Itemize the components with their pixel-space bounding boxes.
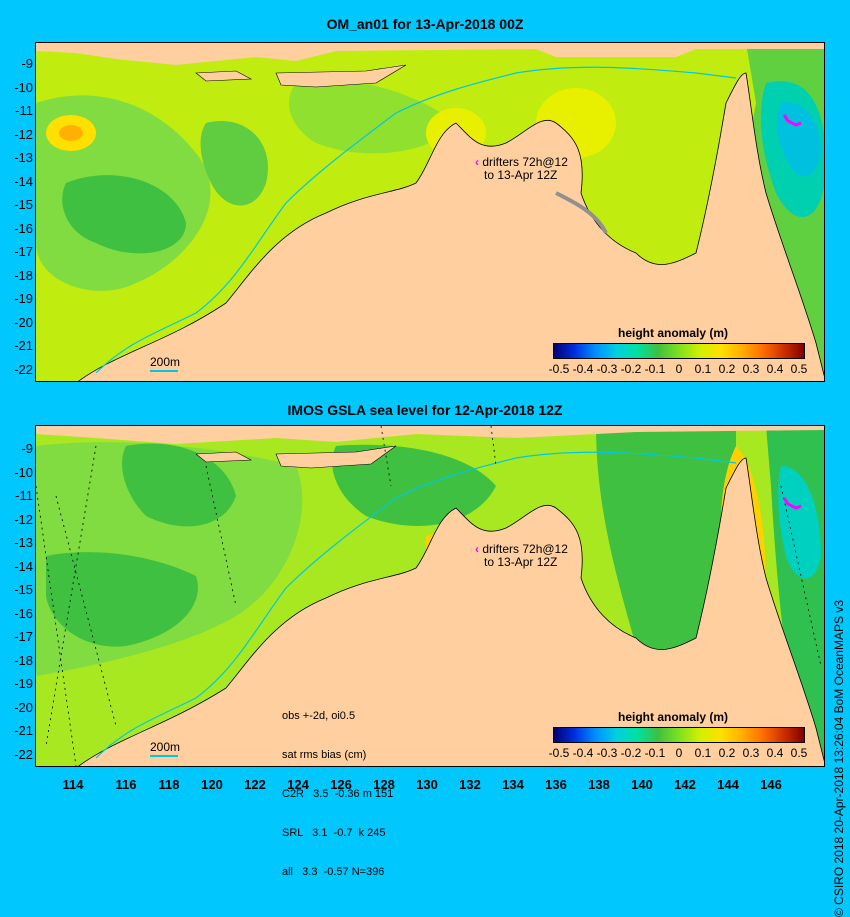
bottom-drifter-label: ‹ drifters 72h@12 to 13-Apr 12Z: [475, 543, 568, 569]
lat-tick-label: -22: [14, 362, 33, 377]
lat-tick-label: -22: [14, 747, 33, 762]
legend-tick: 0: [675, 746, 683, 760]
lon-tick-label: 118: [158, 777, 180, 792]
lat-tick-label: -10: [14, 80, 33, 95]
lat-tick-label: -13: [14, 150, 33, 165]
lat-tick-label: -15: [14, 582, 33, 597]
contour-label-text: 200m: [150, 355, 181, 369]
lon-tick-label: 128: [373, 777, 395, 792]
lon-tick-label: 136: [545, 777, 567, 792]
legend-tick: 0.4: [766, 362, 784, 376]
bottom-legend-title: height anomaly (m): [618, 710, 729, 724]
lat-tick-label: -11: [15, 103, 33, 118]
legend-tick: 0.5: [790, 746, 808, 760]
lat-tick-label: -17: [14, 244, 33, 259]
lat-tick-label: -16: [14, 221, 33, 236]
lon-tick-label: 144: [717, 777, 739, 792]
lat-tick-label: -12: [14, 512, 33, 527]
legend-tick: -0.1: [644, 746, 666, 760]
lat-tick-label: -10: [14, 465, 33, 480]
lon-tick-label: 120: [201, 777, 223, 792]
bottom-contour-label: 200m: [150, 740, 180, 757]
bottom-panel-title: IMOS GSLA sea level for 12-Apr-2018 12Z: [287, 402, 563, 418]
legend-tick: 0.1: [694, 746, 712, 760]
lat-tick-label: -18: [14, 268, 33, 283]
lon-tick-label: 132: [459, 777, 481, 792]
drifter-arrow-icon: ‹: [475, 542, 479, 556]
drifter-label-line: drifters 72h@12: [482, 542, 568, 556]
lat-tick-label: -16: [14, 606, 33, 621]
contour-line-sample: [150, 370, 178, 372]
lat-tick-label: -20: [14, 700, 33, 715]
stats-line: C2R 3.5 -0.36 m 151: [282, 788, 394, 800]
legend-tick: -0.2: [620, 362, 642, 376]
legend-tick: -0.3: [596, 746, 618, 760]
legend-tick: 0.2: [718, 362, 736, 376]
bottom-map: [35, 425, 825, 767]
legend-tick: 0: [675, 362, 683, 376]
lat-tick-label: -19: [14, 291, 33, 306]
contour-line-sample: [150, 755, 178, 757]
lat-tick-label: -18: [14, 653, 33, 668]
lat-tick-label: -15: [14, 197, 33, 212]
legend-tick: 0.5: [790, 362, 808, 376]
legend-tick: -0.3: [596, 362, 618, 376]
lon-tick-label: 134: [502, 777, 524, 792]
bottom-legend-colorbar: [553, 727, 805, 743]
lon-tick-label: 142: [674, 777, 696, 792]
lat-tick-label: -21: [14, 723, 33, 738]
lat-tick-label: -21: [14, 338, 33, 353]
top-legend-colorbar: [553, 343, 805, 359]
legend-tick: 0.2: [718, 746, 736, 760]
legend-tick: -0.5: [548, 362, 570, 376]
stats-line: all 3.3 -0.57 N=396: [282, 866, 385, 878]
lat-tick-label: -13: [14, 535, 33, 550]
legend-tick: -0.4: [572, 362, 594, 376]
top-legend-title: height anomaly (m): [618, 326, 729, 340]
top-contour-label: 200m: [150, 355, 180, 372]
credit-line: © CSIRO 2018 20-Apr-2018 13:26:04 BoM Oc…: [832, 600, 846, 917]
legend-tick: -0.4: [572, 746, 594, 760]
lat-tick-label: -14: [14, 174, 33, 189]
lat-tick-label: -17: [14, 629, 33, 644]
drifter-label-line: to 13-Apr 12Z: [484, 555, 558, 569]
legend-tick: 0.3: [742, 362, 760, 376]
top-map: [35, 42, 825, 382]
drifter-arrow-icon: ‹: [475, 155, 479, 169]
lon-tick-label: 138: [588, 777, 610, 792]
drifter-label-line: drifters 72h@12: [482, 155, 568, 169]
lon-tick-label: 122: [244, 777, 266, 792]
lon-tick-label: 130: [416, 777, 438, 792]
bottom-map-field: [36, 426, 824, 766]
legend-tick: 0.1: [694, 362, 712, 376]
legend-tick: -0.5: [548, 746, 570, 760]
lat-tick-label: -12: [14, 127, 33, 142]
stats-line: sat rms bias (cm): [282, 749, 367, 761]
contour-label-text: 200m: [150, 740, 181, 754]
lon-tick-label: 114: [62, 777, 84, 792]
lat-tick-label: -9: [21, 56, 33, 71]
legend-tick: 0.3: [742, 746, 760, 760]
lat-tick-label: -11: [15, 488, 33, 503]
lat-tick-label: -19: [14, 676, 33, 691]
lat-tick-label: -9: [21, 441, 33, 456]
legend-tick: -0.1: [644, 362, 666, 376]
legend-tick: -0.2: [620, 746, 642, 760]
lat-tick-label: -14: [14, 559, 33, 574]
lat-tick-label: -20: [14, 315, 33, 330]
lon-tick-label: 146: [760, 777, 782, 792]
top-drifter-label: ‹ drifters 72h@12 to 13-Apr 12Z: [475, 156, 568, 182]
lon-tick-label: 124: [287, 777, 309, 792]
lon-tick-label: 140: [631, 777, 653, 792]
stats-line: obs +-2d, oi0.5: [282, 710, 356, 722]
drifter-label-line: to 13-Apr 12Z: [484, 168, 558, 182]
top-map-field: [36, 43, 824, 381]
top-panel-title: OM_an01 for 13-Apr-2018 00Z: [326, 16, 524, 32]
lon-tick-label: 126: [330, 777, 352, 792]
stats-line: SRL 3.1 -0.7 k 245: [282, 827, 386, 839]
lon-tick-label: 116: [115, 777, 137, 792]
legend-tick: 0.4: [766, 746, 784, 760]
